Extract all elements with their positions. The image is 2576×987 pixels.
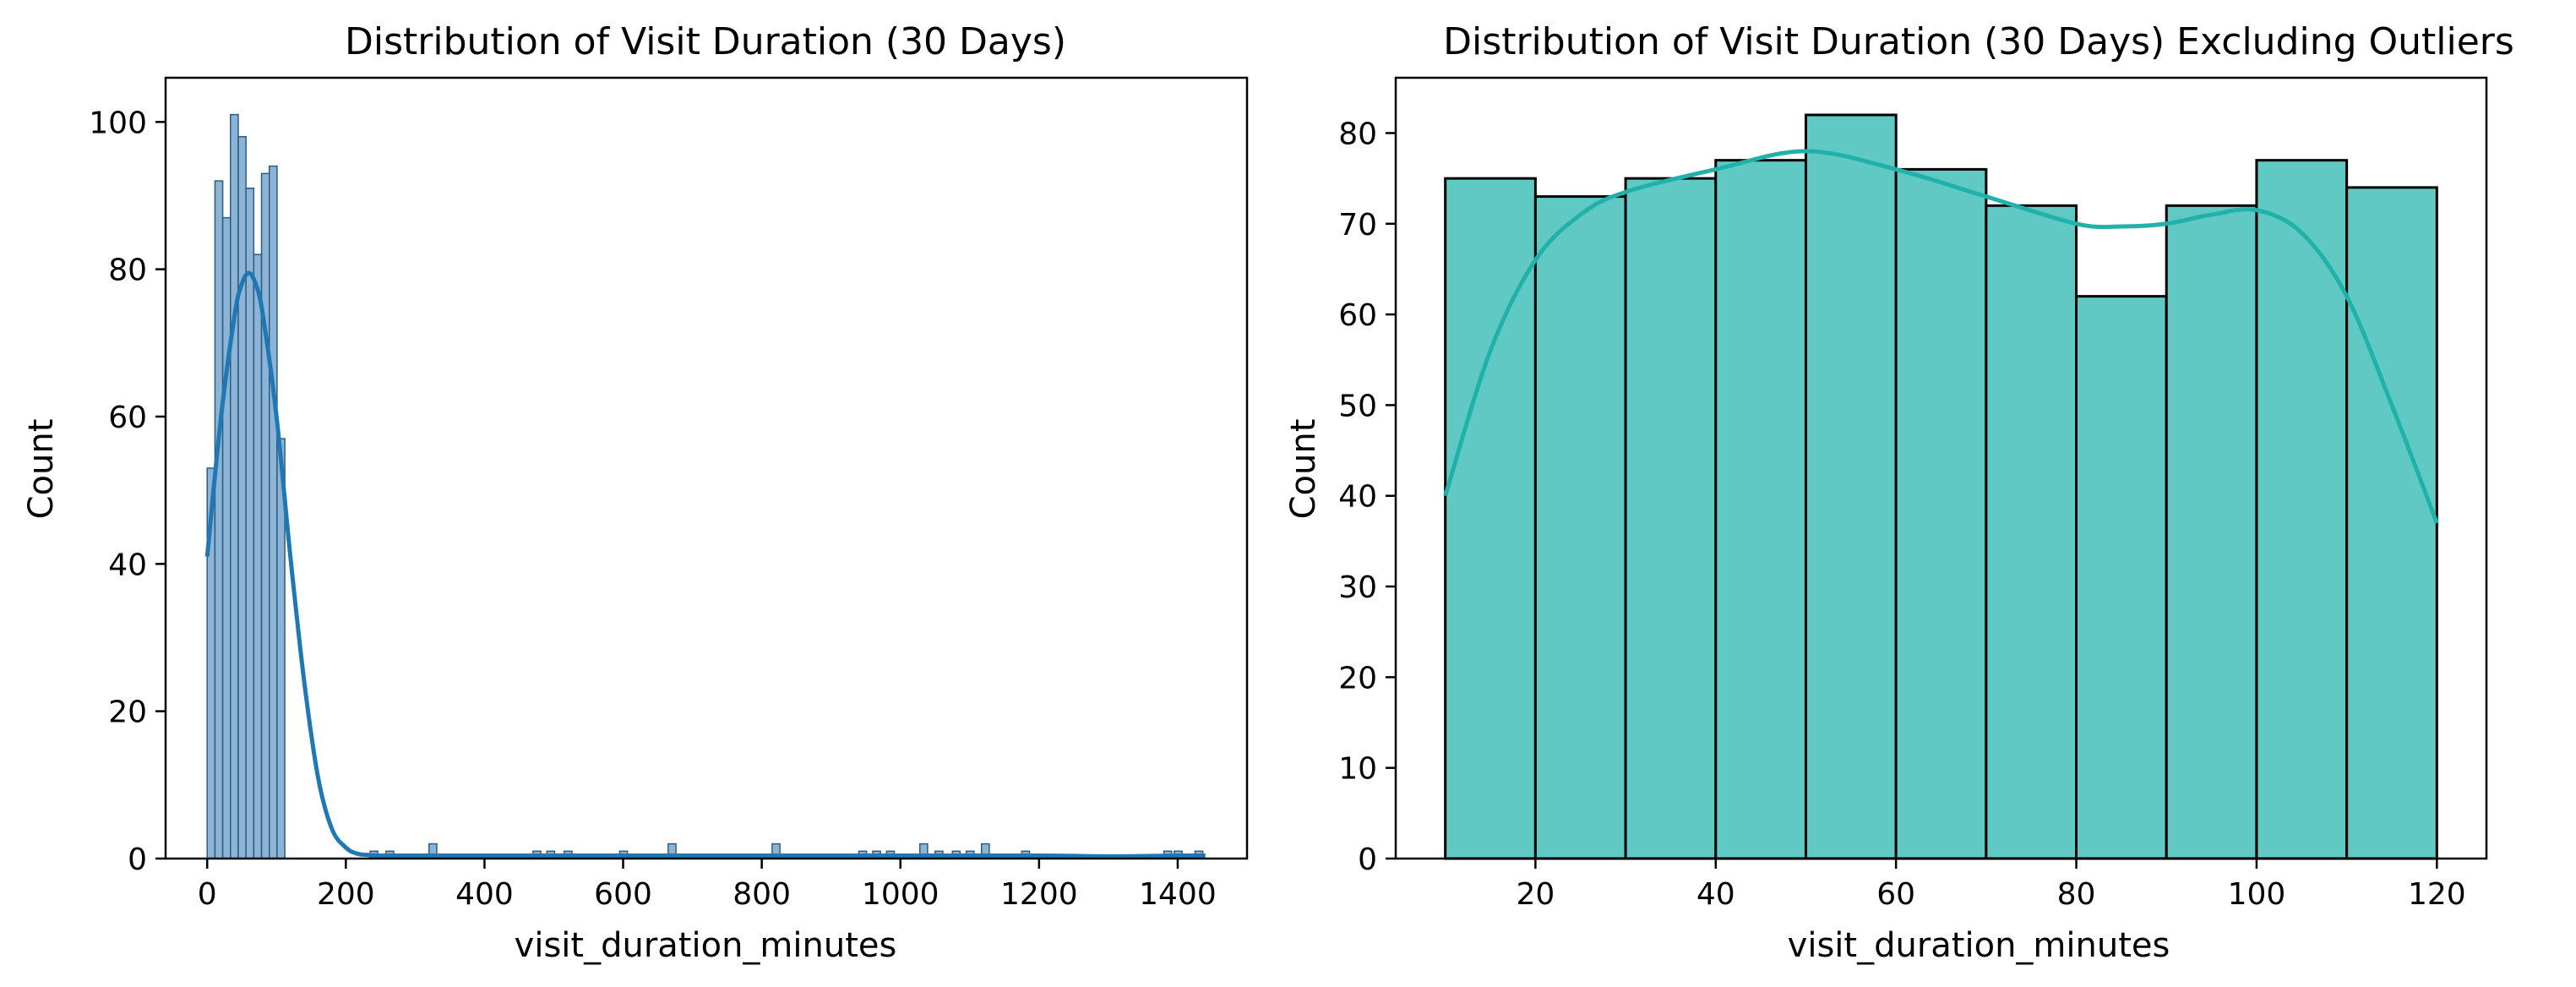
x-tick-label: 0 xyxy=(198,877,217,912)
y-tick-label: 80 xyxy=(1338,117,1377,151)
chart-title: Distribution of Visit Duration (30 Days) xyxy=(345,20,1066,63)
histogram-bar xyxy=(1533,195,1627,860)
histogram-bar xyxy=(1985,204,2078,860)
y-axis-label: Count xyxy=(1284,419,1323,520)
histogram-bar xyxy=(245,188,255,859)
y-tick-label: 70 xyxy=(1338,208,1377,243)
histogram-bar xyxy=(260,172,270,859)
histogram-bar xyxy=(253,254,263,859)
x-axis-label: visit_duration_minutes xyxy=(515,926,897,965)
y-tick-label: 100 xyxy=(89,106,147,140)
histogram-bar xyxy=(2345,186,2438,860)
x-tick-label: 40 xyxy=(1696,877,1735,912)
histogram-bar xyxy=(1714,159,1807,860)
x-tick-label: 1200 xyxy=(1000,877,1078,912)
y-tick-label: 30 xyxy=(1338,570,1377,605)
chart-title: Distribution of Visit Duration (30 Days)… xyxy=(1443,20,2514,63)
x-tick-label: 1400 xyxy=(1139,877,1217,912)
histogram-bars xyxy=(1444,113,2438,860)
x-tick-label: 1000 xyxy=(862,877,939,912)
y-axis-ticks: 0 20 40 60 80 100 xyxy=(89,106,166,877)
histogram-panel-all-visits: Distribution of Visit Duration (30 Days)… xyxy=(22,20,1249,965)
y-tick-label: 80 xyxy=(108,254,147,288)
x-axis-ticks: 0 200 400 600 800 1000 1200 1400 xyxy=(198,859,1217,912)
x-tick-label: 800 xyxy=(732,877,791,912)
y-tick-label: 40 xyxy=(1338,480,1377,515)
kde-curve xyxy=(1443,149,2439,524)
histogram-bar xyxy=(221,216,231,859)
y-tick-label: 0 xyxy=(1358,842,1377,877)
x-axis-label: visit_duration_minutes xyxy=(1788,926,2170,965)
histogram-bar xyxy=(237,135,247,859)
histogram-bar xyxy=(268,165,278,859)
x-tick-label: 20 xyxy=(1516,877,1555,912)
x-tick-label: 400 xyxy=(455,877,514,912)
y-tick-label: 40 xyxy=(108,548,147,582)
histogram-bar xyxy=(214,180,224,859)
x-tick-label: 80 xyxy=(2057,877,2096,912)
x-tick-label: 600 xyxy=(594,877,652,912)
y-tick-label: 60 xyxy=(1338,298,1377,333)
histogram-bar xyxy=(1804,113,1898,860)
y-tick-label: 60 xyxy=(108,401,147,435)
histogram-bar xyxy=(2255,159,2349,860)
kde-curve xyxy=(204,270,1206,859)
histogram-panel-excluding-outliers: Distribution of Visit Duration (30 Days)… xyxy=(1284,20,2514,965)
histogram-bar xyxy=(1894,167,1988,860)
plot-frame xyxy=(1394,76,2488,860)
x-tick-label: 100 xyxy=(2228,877,2286,912)
y-axis-label: Count xyxy=(22,419,61,520)
y-tick-label: 20 xyxy=(108,695,147,730)
y-tick-label: 0 xyxy=(128,842,147,877)
histogram-bar xyxy=(1624,177,1718,860)
histogram-bar xyxy=(2165,204,2258,860)
plot-frame xyxy=(164,76,1249,860)
histogram-bar xyxy=(1444,177,1537,860)
y-tick-label: 20 xyxy=(1338,661,1377,695)
histogram-bar xyxy=(230,113,239,859)
x-axis-ticks: 20 40 60 80 100 120 xyxy=(1516,859,2466,912)
histogram-bar xyxy=(2075,295,2168,860)
y-axis-ticks: 0 10 20 30 40 50 60 70 80 xyxy=(1338,117,1396,877)
y-tick-label: 10 xyxy=(1338,752,1377,787)
y-tick-label: 50 xyxy=(1338,389,1377,423)
x-tick-label: 120 xyxy=(2408,877,2466,912)
x-tick-label: 60 xyxy=(1876,877,1915,912)
x-tick-label: 200 xyxy=(317,877,375,912)
